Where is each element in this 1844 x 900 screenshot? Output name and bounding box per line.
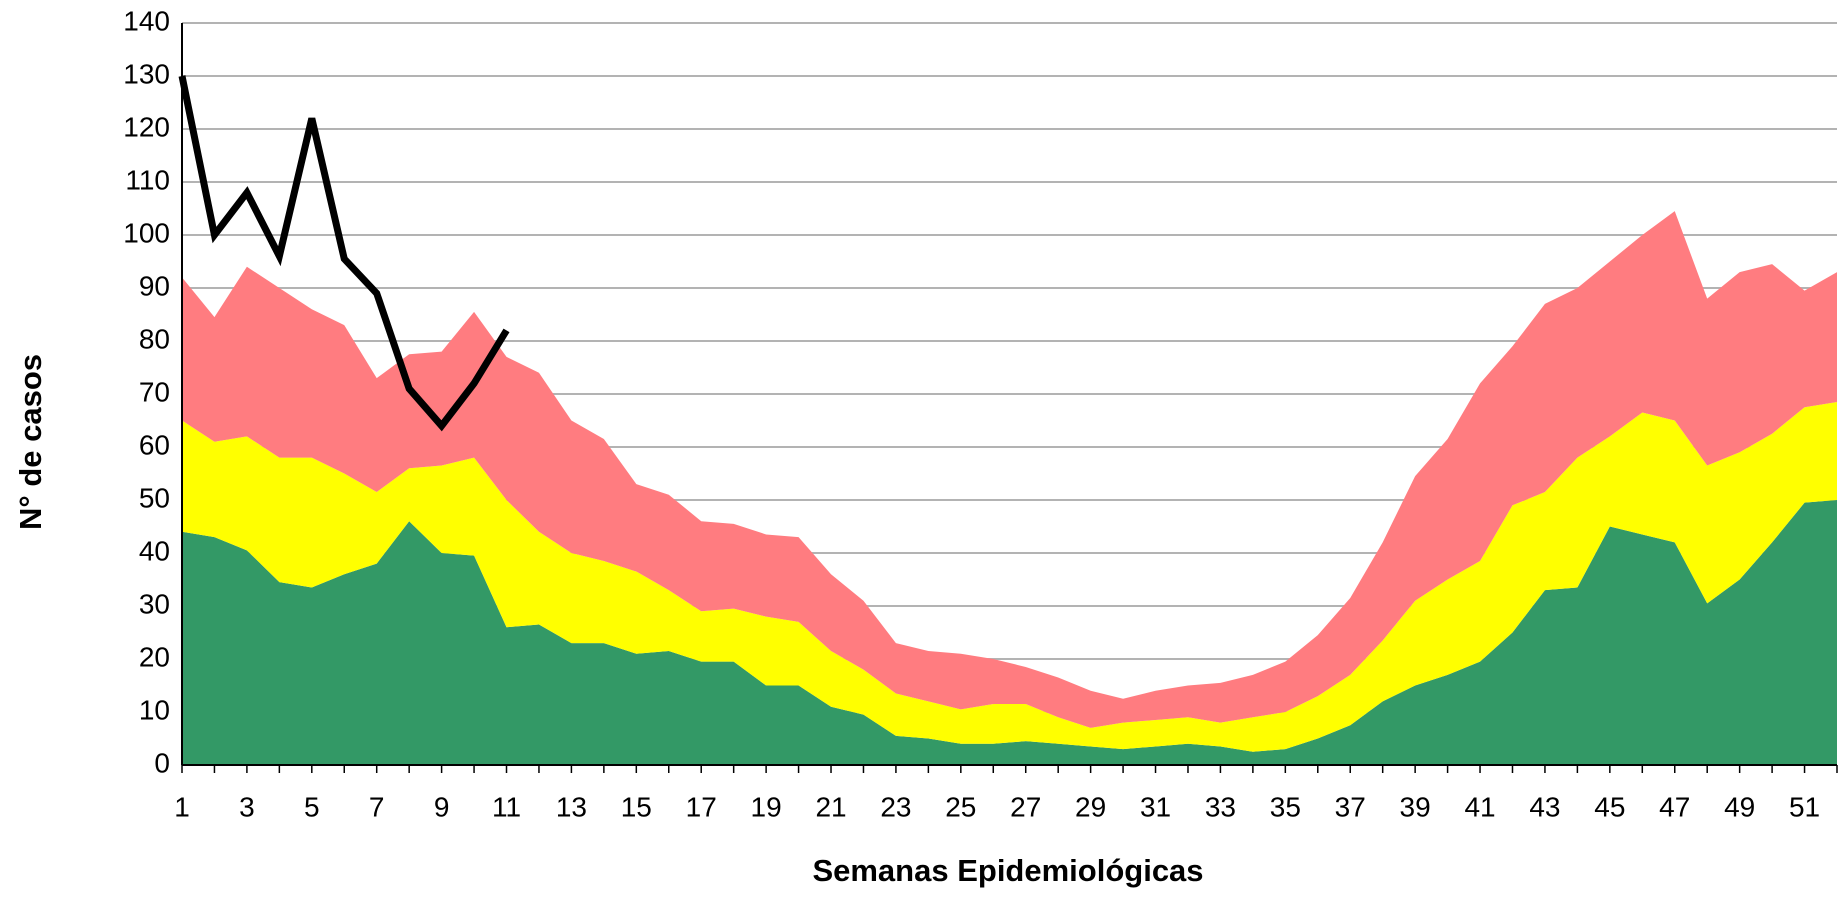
- y-tick-label: 110: [125, 164, 170, 195]
- x-tick-label: 39: [1400, 791, 1431, 822]
- x-tick-label: 29: [1075, 791, 1106, 822]
- x-tick-label: 9: [434, 791, 450, 822]
- x-tick-label: 1: [174, 791, 190, 822]
- y-tick-label: 80: [139, 323, 170, 354]
- x-tick-label: 13: [556, 791, 587, 822]
- x-tick-label: 47: [1659, 791, 1690, 822]
- y-tick-label: 140: [123, 5, 170, 36]
- y-tick-label: 30: [139, 588, 170, 619]
- x-tick-label: 35: [1270, 791, 1301, 822]
- x-tick-label: 31: [1140, 791, 1171, 822]
- x-tick-label: 49: [1724, 791, 1755, 822]
- y-tick-label: 100: [123, 217, 170, 248]
- y-tick-label: 70: [139, 376, 170, 407]
- x-tick-label: 3: [239, 791, 255, 822]
- y-tick-label: 10: [139, 694, 170, 725]
- y-tick-label: 60: [139, 429, 170, 460]
- x-tick-label: 33: [1205, 791, 1236, 822]
- x-tick-label: 45: [1594, 791, 1625, 822]
- y-tick-label: 50: [139, 482, 170, 513]
- y-tick-label: 40: [139, 535, 170, 566]
- x-tick-label: 5: [304, 791, 320, 822]
- x-tick-label: 37: [1335, 791, 1366, 822]
- x-tick-label: 19: [751, 791, 782, 822]
- x-tick-label: 43: [1529, 791, 1560, 822]
- area: [182, 401, 1837, 752]
- area: [182, 500, 1837, 765]
- y-axis-label: N° de casos: [13, 354, 48, 530]
- x-tick-label: 25: [945, 791, 976, 822]
- x-tick-label: 41: [1464, 791, 1495, 822]
- y-tick-label: 20: [139, 641, 170, 672]
- x-tick-label: 17: [686, 791, 717, 822]
- y-tick-label: 120: [123, 111, 170, 142]
- x-axis-label: Semanas Epidemiológicas: [812, 853, 1203, 888]
- x-tick-label: 7: [369, 791, 385, 822]
- y-tick-label: 130: [123, 58, 170, 89]
- x-tick-label: 21: [815, 791, 846, 822]
- x-tick-label: 23: [880, 791, 911, 822]
- x-tick-label: 27: [1010, 791, 1041, 822]
- x-tick-label: 11: [492, 791, 521, 822]
- x-tick-label: 15: [621, 791, 652, 822]
- line: [178, 75, 510, 432]
- y-tick-label: 90: [139, 270, 170, 301]
- area: [182, 211, 1837, 728]
- x-tick-label: 51: [1789, 791, 1820, 822]
- y-tick-label: 0: [154, 747, 170, 778]
